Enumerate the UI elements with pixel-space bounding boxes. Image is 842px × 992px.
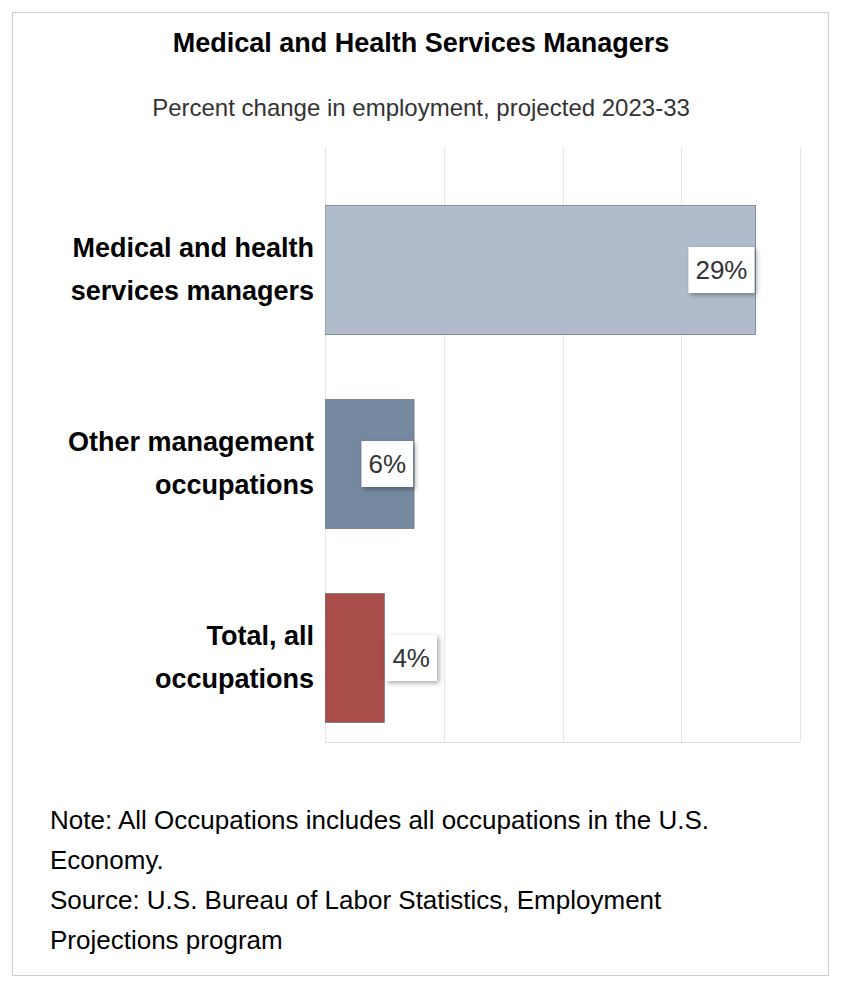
- category-label: Other management occupations: [52, 421, 314, 507]
- category-label: Total, all occupations: [52, 615, 314, 701]
- bar: [325, 400, 414, 529]
- chart: 29% 6% 4%: [0, 0, 842, 992]
- grid-line: [800, 147, 801, 742]
- bar: [325, 594, 384, 723]
- bar: [325, 206, 755, 335]
- data-label: 29%: [695, 255, 747, 285]
- subtitle: Percent change in employment, projected …: [0, 94, 842, 122]
- data-label-box: 29%: [688, 247, 754, 293]
- bars: [325, 206, 755, 723]
- data-label-box: 6%: [361, 441, 413, 487]
- data-labels: 29% 6% 4%: [361, 247, 754, 681]
- category-label: Medical and health services managers: [52, 227, 314, 313]
- title: Medical and Health Services Managers: [0, 28, 842, 59]
- x-axis: [325, 742, 800, 743]
- data-label-box: 4%: [385, 635, 437, 681]
- data-label: 6%: [368, 449, 406, 479]
- notes: Note: All Occupations includes all occup…: [50, 800, 785, 960]
- note: Note: All Occupations includes all occup…: [50, 800, 785, 880]
- note: Source: U.S. Bureau of Labor Statistics,…: [50, 880, 785, 960]
- grid: [326, 147, 801, 742]
- data-label: 4%: [392, 643, 430, 673]
